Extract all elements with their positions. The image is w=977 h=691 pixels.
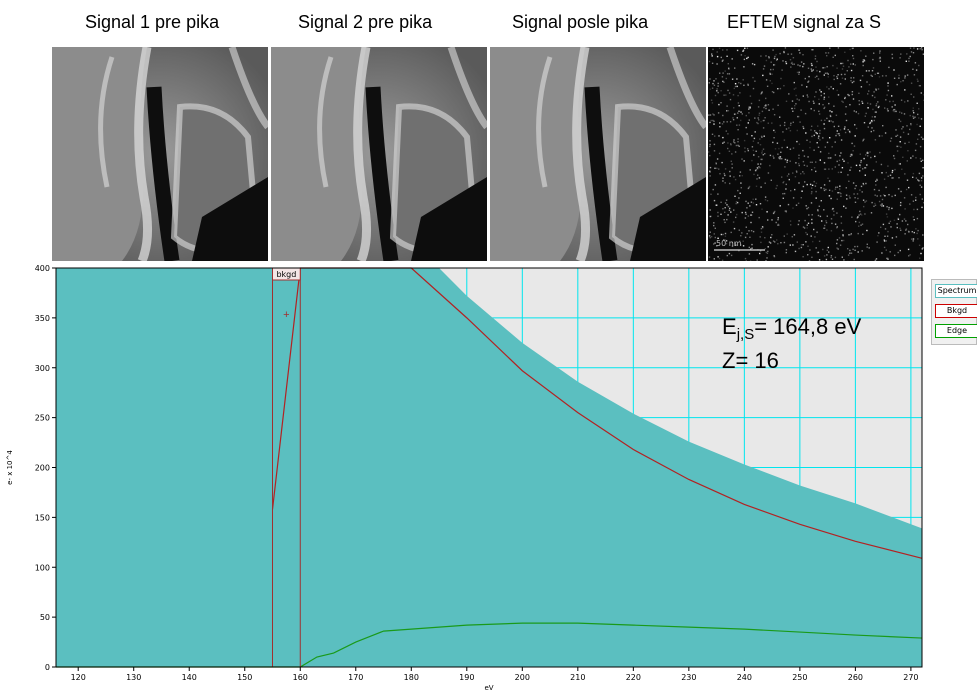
x-tick-label: 150 [237, 673, 252, 682]
x-tick-label: 160 [293, 673, 308, 682]
image-panel-eftem: 50 nm [708, 47, 924, 261]
image-title-1: Signal 1 pre pika [85, 12, 220, 32]
y-tick-label: 0 [45, 663, 50, 672]
y-tick-label: 350 [35, 314, 50, 323]
micrograph-image [271, 47, 487, 261]
legend: Spectrum Bkgd Edge [931, 279, 977, 345]
image-panel-signal-post [490, 47, 706, 261]
x-tick-label: 120 [71, 673, 86, 682]
x-tick-label: 270 [903, 673, 918, 682]
atomic-number-annotation: Z= 16 [722, 348, 779, 373]
y-tick-label: 300 [35, 364, 50, 373]
x-tick-label: 210 [570, 673, 585, 682]
y-tick-label: 400 [35, 264, 50, 273]
spectrum-plot[interactable]: bkgd +0 50 100 150 200 250 300 350 400 120 130 140 15… [0, 262, 930, 691]
y-axis-label: e- x 10^4 [6, 450, 14, 485]
edge-energy-subscript: j,S [736, 326, 755, 343]
window-crosshair-icon: + [283, 309, 289, 321]
image-title-3: Signal posle pika [512, 12, 649, 32]
legend-item-edge[interactable]: Edge [935, 324, 977, 338]
edge-energy-prefix: E [722, 314, 737, 339]
image-title-2: Signal 2 pre pika [298, 12, 433, 32]
image-title-4: EFTEM signal za S [727, 12, 882, 32]
y-tick-label: 150 [35, 513, 50, 522]
x-tick-label: 240 [737, 673, 752, 682]
x-tick-label: 200 [515, 673, 530, 682]
x-tick-label: 190 [459, 673, 474, 682]
x-tick-label: 170 [348, 673, 363, 682]
x-tick-label: 230 [681, 673, 696, 682]
legend-item-spectrum[interactable]: Spectrum [935, 284, 977, 298]
x-tick-label: 140 [182, 673, 197, 682]
x-tick-label: 180 [404, 673, 419, 682]
y-tick-label: 50 [40, 613, 50, 622]
micrograph-image [52, 47, 268, 261]
x-tick-label: 260 [848, 673, 863, 682]
x-tick-label: 220 [626, 673, 641, 682]
x-axis-label: eV [484, 684, 493, 691]
background-window-label: bkgd [276, 270, 296, 279]
edge-energy-annotation: Ej,S= 164,8 eV [722, 314, 861, 343]
image-panel-signal-1 [52, 47, 268, 261]
y-tick-label: 200 [35, 464, 50, 473]
y-tick-label: 100 [35, 563, 50, 572]
x-tick-label: 250 [792, 673, 807, 682]
eftem-map-image: 50 nm [708, 47, 924, 261]
scalebar-label: 50 nm [716, 239, 742, 248]
x-tick-label: 130 [126, 673, 141, 682]
micrograph-image [490, 47, 706, 261]
legend-item-bkgd[interactable]: Bkgd [935, 304, 977, 318]
image-panel-signal-2 [271, 47, 487, 261]
edge-energy-value: = 164,8 eV [754, 314, 862, 339]
y-tick-label: 250 [35, 414, 50, 423]
